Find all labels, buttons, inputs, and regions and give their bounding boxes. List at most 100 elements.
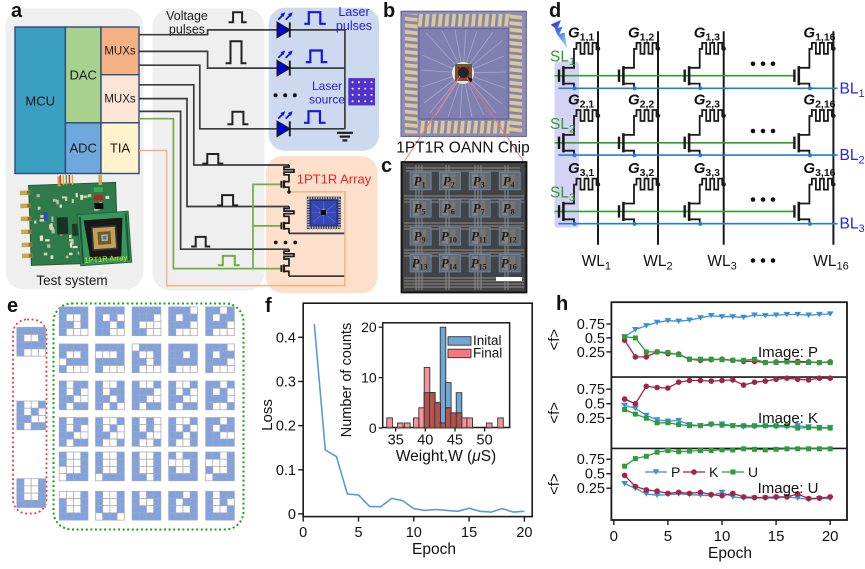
svg-text:P13: P13 <box>412 255 428 271</box>
svg-text:Laser: Laser <box>338 5 369 19</box>
svg-text:P12: P12 <box>501 229 517 245</box>
svg-text:15: 15 <box>768 528 785 545</box>
svg-text:P10: P10 <box>441 229 457 245</box>
svg-text:Voltage: Voltage <box>166 9 208 23</box>
svg-text:source: source <box>309 93 345 107</box>
svg-text:BL2: BL2 <box>840 147 865 167</box>
svg-text:SL3: SL3 <box>550 184 575 204</box>
svg-text:0.5: 0.5 <box>585 397 605 413</box>
svg-text:MCU: MCU <box>25 94 55 109</box>
svg-text:G1,2: G1,2 <box>628 24 654 43</box>
svg-text:pulses: pulses <box>169 23 205 37</box>
svg-text:P11: P11 <box>471 229 487 245</box>
svg-text:P3: P3 <box>473 173 485 189</box>
svg-text:MUXs: MUXs <box>104 94 136 106</box>
svg-text:G3,2: G3,2 <box>628 160 654 179</box>
svg-text:P8: P8 <box>503 201 515 217</box>
svg-text:Laser: Laser <box>312 79 342 93</box>
svg-text:0.25: 0.25 <box>577 481 605 497</box>
svg-text:Epoch: Epoch <box>708 545 752 562</box>
svg-text:P14: P14 <box>441 255 457 271</box>
svg-text:SL1: SL1 <box>550 49 575 68</box>
svg-text:G3,16: G3,16 <box>803 160 835 179</box>
svg-text:0.2: 0.2 <box>276 419 296 435</box>
svg-text:BL3: BL3 <box>840 216 865 236</box>
svg-text:1PT1R Array: 1PT1R Array <box>84 253 128 265</box>
svg-text:MUXs: MUXs <box>104 46 136 58</box>
svg-text:10: 10 <box>714 528 731 545</box>
svg-text:5: 5 <box>354 525 362 541</box>
svg-text:0.1: 0.1 <box>276 463 296 479</box>
svg-text:<f>: <f> <box>546 329 563 351</box>
svg-text:G2,1: G2,1 <box>568 91 594 110</box>
svg-text:G1,1: G1,1 <box>568 24 594 43</box>
svg-text:45: 45 <box>447 433 463 449</box>
svg-text:DAC: DAC <box>69 68 96 83</box>
svg-text:0.25: 0.25 <box>577 411 605 427</box>
svg-text:TIA: TIA <box>110 141 131 156</box>
svg-text:10: 10 <box>361 370 377 386</box>
svg-text:0.5: 0.5 <box>585 467 605 483</box>
svg-text:Inital: Inital <box>473 333 502 348</box>
svg-text:G2,3: G2,3 <box>694 91 720 110</box>
svg-text:0: 0 <box>288 507 296 523</box>
svg-text:G2,2: G2,2 <box>628 91 654 110</box>
svg-text:P4: P4 <box>503 173 515 189</box>
svg-text:WL1: WL1 <box>582 253 611 273</box>
svg-text:P16: P16 <box>501 255 517 271</box>
svg-text:Test system: Test system <box>36 273 107 288</box>
svg-text:Image: U: Image: U <box>758 480 819 497</box>
svg-text:0.3: 0.3 <box>276 375 296 391</box>
svg-text:0: 0 <box>369 420 377 436</box>
svg-text:P7: P7 <box>473 201 485 217</box>
svg-text:40: 40 <box>417 433 433 449</box>
svg-text:5: 5 <box>664 528 672 545</box>
svg-text:P1: P1 <box>414 173 426 189</box>
svg-text:20: 20 <box>516 525 532 541</box>
svg-text:Weight,W (μS): Weight,W (μS) <box>396 448 496 465</box>
svg-text:WL2: WL2 <box>643 253 672 273</box>
svg-text:0.75: 0.75 <box>577 452 605 468</box>
svg-text:P5: P5 <box>414 201 426 217</box>
svg-text:WL3: WL3 <box>707 253 736 273</box>
svg-text:G3,3: G3,3 <box>694 160 720 179</box>
svg-text:<f>: <f> <box>546 402 563 424</box>
svg-text:35: 35 <box>388 433 404 449</box>
svg-text:WL16: WL16 <box>813 253 849 273</box>
svg-text:<f>: <f> <box>546 473 563 495</box>
svg-text:0.5: 0.5 <box>585 331 605 347</box>
svg-text:P15: P15 <box>471 255 487 271</box>
svg-text:G1,3: G1,3 <box>694 24 720 43</box>
svg-text:U: U <box>748 464 758 480</box>
svg-text:20: 20 <box>822 528 839 545</box>
svg-text:G2,16: G2,16 <box>803 91 835 110</box>
svg-text:P: P <box>671 464 680 480</box>
svg-text:0: 0 <box>299 525 307 541</box>
svg-text:P6: P6 <box>443 201 455 217</box>
svg-text:Epoch: Epoch <box>412 541 456 558</box>
svg-text:Image: P: Image: P <box>758 344 818 361</box>
svg-text:K: K <box>709 464 719 480</box>
svg-text:P9: P9 <box>414 229 426 245</box>
svg-text:G3,1: G3,1 <box>568 160 594 179</box>
svg-text:50: 50 <box>477 433 493 449</box>
svg-text:Image: K: Image: K <box>758 410 818 427</box>
svg-text:20: 20 <box>361 319 377 335</box>
svg-text:G1,16: G1,16 <box>803 24 835 43</box>
svg-text:10: 10 <box>406 525 422 541</box>
svg-text:0: 0 <box>610 528 618 545</box>
svg-text:Final: Final <box>473 346 502 361</box>
svg-text:0.75: 0.75 <box>577 317 605 333</box>
svg-text:1PT1R OANN Chip: 1PT1R OANN Chip <box>396 140 530 157</box>
svg-text:15: 15 <box>461 525 477 541</box>
svg-text:Loss: Loss <box>259 399 276 431</box>
svg-text:1PT1R Array: 1PT1R Array <box>297 172 372 187</box>
svg-text:0.25: 0.25 <box>577 345 605 361</box>
svg-text:P2: P2 <box>443 173 455 189</box>
svg-text:BL1: BL1 <box>840 80 865 100</box>
svg-text:pulses: pulses <box>336 19 372 33</box>
svg-text:0.4: 0.4 <box>276 330 296 346</box>
svg-text:Number of counts: Number of counts <box>339 323 355 437</box>
svg-text:0.75: 0.75 <box>577 382 605 398</box>
svg-text:SL2: SL2 <box>550 116 575 136</box>
